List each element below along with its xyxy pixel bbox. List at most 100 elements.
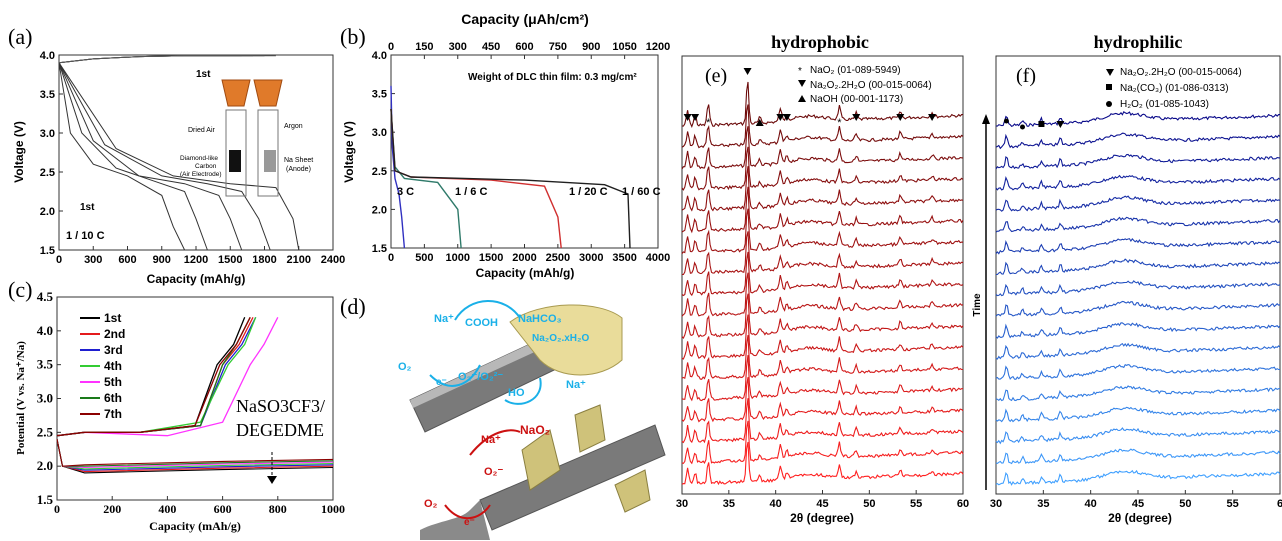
- inset-cell-left: [225, 109, 247, 197]
- peak-marker-down: [776, 114, 785, 121]
- panel-e-label: (e): [705, 65, 727, 87]
- y-tick-label: 2.0: [372, 204, 387, 216]
- y-tick-label: 3.5: [372, 89, 387, 101]
- top-tick-label: 1050: [612, 41, 636, 53]
- y-tick-label: 2.5: [372, 166, 387, 178]
- x-tick-label: 600: [214, 502, 232, 516]
- y-tick-label: 3.5: [40, 89, 55, 101]
- x-tick-label: 1000: [446, 252, 470, 264]
- x-tick-label: 400: [158, 502, 176, 516]
- panel-c-legend: 1st 2nd 3rd 4th 5th 6th 7th: [80, 311, 125, 421]
- rate-curve: [390, 85, 406, 249]
- d-top-arrow-1: [454, 300, 521, 321]
- panel-a-xlabel: Capacity (mAh/g): [147, 272, 246, 286]
- d-top-e: e⁻: [436, 377, 447, 388]
- discharge-curve: [58, 62, 271, 251]
- inset-cathode-l3: (Air Electrode): [180, 171, 222, 178]
- peak-marker-down: [782, 114, 791, 121]
- x-tick-label: 55: [910, 498, 922, 510]
- panel-c-ylabel: Potential (V vs. Na⁺/Na): [15, 341, 27, 455]
- panel-b-curves: [390, 85, 631, 249]
- panel-c-label: (c): [8, 277, 32, 302]
- legend-marker-down: [1106, 69, 1114, 76]
- d-bottom-nao2: NaO₂: [520, 423, 550, 437]
- panel-f-xticks: 30 35 40 45 50 55 6: [990, 490, 1282, 510]
- panel-e-legend: * NaO₂ (01-089-5949) Na₂O₂.2H₂O (00-015-…: [798, 65, 932, 105]
- top-tick-label: 300: [449, 41, 467, 53]
- panel-c-xlabel: Capacity (mAh/g): [149, 519, 241, 533]
- x-tick-label: 1800: [252, 254, 276, 266]
- xrd-trace: [681, 208, 964, 254]
- panel-f-traces: [995, 110, 1281, 486]
- xrd-trace: [681, 377, 964, 423]
- d-top-fiber-highlight: [410, 330, 565, 408]
- y-tick-label: 3.0: [37, 391, 53, 406]
- d-top-arrow-2: [429, 364, 481, 387]
- top-tick-label: 600: [515, 41, 533, 53]
- x-tick-label: 45: [1132, 498, 1144, 510]
- x-tick-label: 0: [54, 502, 60, 516]
- legend-marker-up: [798, 95, 806, 102]
- inset-cathode: [229, 150, 241, 172]
- y-tick-label: 2.5: [40, 167, 55, 179]
- peak-marker-down: [852, 114, 861, 121]
- peak-marker-square: [1038, 121, 1045, 127]
- x-tick-label: 55: [1227, 498, 1239, 510]
- d-bottom-o2minus: O₂⁻: [484, 466, 503, 478]
- panel-f-legend: Na₂O₂.2H₂O (00-015-0064) Na₂(CO₃) (01-08…: [1106, 67, 1242, 110]
- panel-b-xticks: 0 500 1000 1500 2000 2500 3000 3500 4000: [388, 244, 670, 264]
- x-tick-label: 35: [1037, 498, 1049, 510]
- x-tick-label: 300: [84, 254, 102, 266]
- d-top-o2: O₂: [398, 361, 412, 373]
- panel-a-xticks: 0 300 600 900 1200 1500 1800 2100 2400: [56, 246, 345, 266]
- x-tick-label: 6: [1277, 498, 1282, 510]
- xrd-trace: [995, 216, 1281, 233]
- top-tick-label: 150: [415, 41, 433, 53]
- legend-entry: 6th: [104, 391, 122, 405]
- xrd-trace: [996, 258, 1281, 276]
- panel-a-rate: 1 / 10 C: [66, 230, 105, 242]
- d-top-arrow-3: [504, 377, 542, 405]
- peak-marker-circle: [1020, 124, 1026, 130]
- y-tick-label: 4.5: [37, 289, 54, 304]
- x-tick-label: 40: [1085, 498, 1097, 510]
- d-top-coating: [509, 304, 623, 376]
- panel-f-legend-2: Na₂(CO₃) (01-086-0313): [1120, 83, 1229, 94]
- xrd-trace: [995, 280, 1281, 297]
- legend-marker-circle: [1106, 101, 1112, 107]
- xrd-trace: [681, 104, 964, 149]
- inset-anode-l1: Na Sheet: [284, 157, 313, 164]
- panel-f-time-arrow-head: [982, 114, 990, 124]
- d-bottom-fiber-lower: [420, 500, 490, 540]
- y-tick-label: 1.5: [372, 243, 387, 255]
- panel-f-title: hydrophilic: [1094, 32, 1183, 52]
- charge-curve: [58, 55, 276, 64]
- d-bottom-crystal-2: [574, 404, 606, 453]
- panel-d-bottom-illustration: Na⁺ NaO₂ O₂⁻ O₂ e⁻: [420, 404, 666, 540]
- xrd-trace: [681, 166, 964, 212]
- xrd-trace: [995, 448, 1281, 465]
- legend-marker-square: [1106, 84, 1112, 90]
- legend-entry: 3rd: [104, 343, 123, 357]
- panel-b-label: (b): [340, 24, 366, 49]
- panel-b-top-ticks: 0 150 300 450 600 750 900 1050 1200: [388, 41, 670, 59]
- panel-a-inset: Dried Air Argon Diamond-like Carbon (Air…: [180, 79, 313, 197]
- panel-f: hydrophilic (f) 30 35 40 45 50 55 6 2θ (degree…: [972, 32, 1282, 525]
- top-tick-label: 900: [582, 41, 600, 53]
- d-bottom-na: Na⁺: [481, 434, 501, 446]
- x-tick-label: 40: [770, 498, 782, 510]
- xrd-trace: [995, 406, 1281, 423]
- y-tick-label: 4.0: [372, 50, 387, 62]
- panel-c-yticks: 1.5 2.0 2.5 3.0 3.5 4.0 4.5: [37, 289, 61, 507]
- x-tick-label: 500: [415, 252, 433, 264]
- inset-anode-l2: (Anode): [286, 166, 311, 173]
- x-tick-label: 2500: [546, 252, 570, 264]
- peak-marker-down: [1056, 121, 1065, 128]
- inset-stopper-left: [221, 79, 251, 107]
- panel-c-arrow-head: [267, 476, 277, 484]
- panel-a-label: (a): [8, 24, 32, 49]
- peak-marker-up: [755, 119, 764, 126]
- legend-entry: 4th: [104, 359, 122, 373]
- xrd-trace: [681, 81, 963, 128]
- panel-d: (d) Na⁺ COOH NaHCO₃ Na₂O₂.xH₂O O₂ e⁻ O₂⁻…: [340, 294, 666, 540]
